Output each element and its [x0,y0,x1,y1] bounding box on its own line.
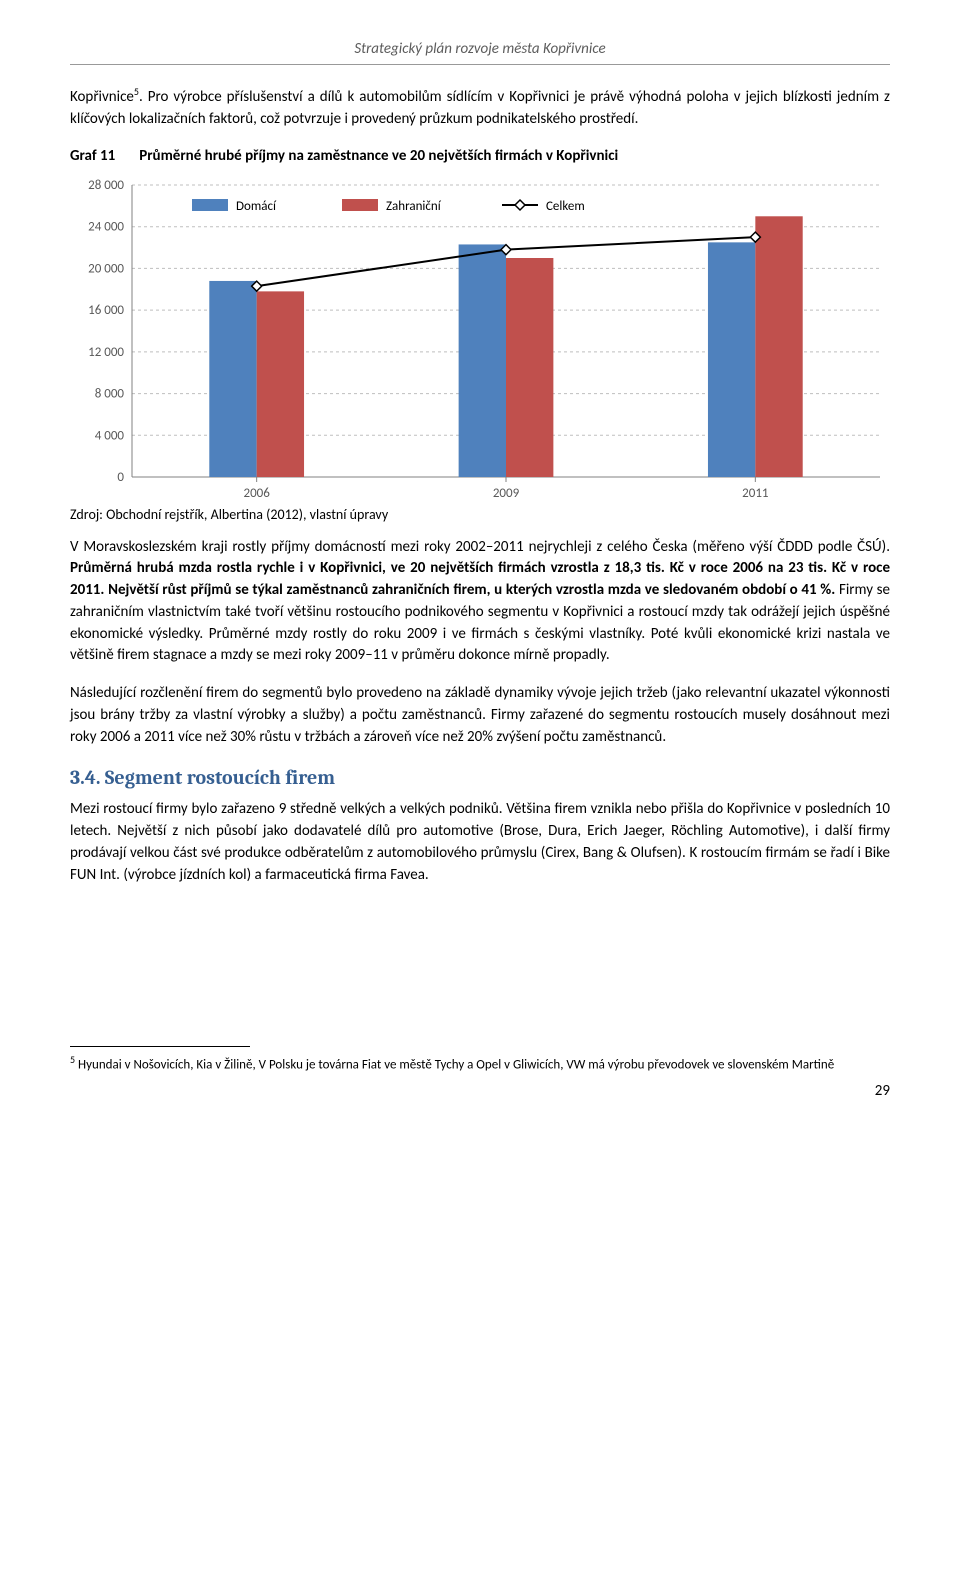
paragraph-3: Následující rozčlenění firem do segmentů… [70,683,890,748]
figure-caption: Graf 11 Průměrné hrubé příjmy na zaměstn… [70,147,890,165]
svg-text:8 000: 8 000 [95,386,125,401]
text: Kopřivnice [70,88,134,106]
paragraph-intro: Kopřivnice5. Pro výrobce příslušenství a… [70,85,890,131]
svg-text:4 000: 4 000 [95,428,125,443]
paragraph-2: V Moravskoslezském kraji rostly příjmy d… [70,537,890,668]
text: V Moravskoslezském kraji rostly příjmy d… [70,538,890,556]
footnote-separator [70,1046,250,1047]
text-bold: Průměrná hrubá mzda rostla rychle i v Ko… [70,559,890,599]
figure-title: Průměrné hrubé příjmy na zaměstnance ve … [139,147,618,165]
svg-text:Celkem: Celkem [546,199,585,214]
chart-svg: 0 4 000 8 000 12 000 16 000 20 000 24 000 28 00… [70,175,890,505]
chart: 0 4 000 8 000 12 000 16 000 20 000 24 000 28 00… [70,175,890,510]
svg-text:2006: 2006 [243,486,270,501]
page: Strategický plán rozvoje města Kopřivnic… [0,0,960,1130]
section-number: 3.4. [70,766,100,789]
footnote: 5 Hyundai v Nošovicích, Kia v Žilině, V … [70,1053,890,1074]
svg-text:24 000: 24 000 [88,219,124,234]
svg-text:2009: 2009 [493,486,520,501]
section-heading: 3.4. Segment rostoucích firem [70,766,890,789]
svg-text:0: 0 [117,470,124,485]
svg-text:12 000: 12 000 [88,344,124,359]
svg-text:Domácí: Domácí [236,199,277,214]
running-header: Strategický plán rozvoje města Kopřivnic… [70,40,890,65]
svg-text:28 000: 28 000 [88,178,124,193]
svg-text:2011: 2011 [742,486,768,501]
footnote-text: Hyundai v Nošovicích, Kia v Žilině, V Po… [75,1058,834,1073]
section-title: Segment rostoucích firem [105,766,335,789]
page-number: 29 [70,1082,890,1100]
text: . Pro výrobce příslušenství a dílů k aut… [70,88,890,128]
paragraph-4: Mezi rostoucí firmy bylo zařazeno 9 stře… [70,799,890,886]
svg-text:Zahraniční: Zahraniční [386,199,442,214]
figure-label: Graf 11 [70,147,115,165]
svg-text:20 000: 20 000 [88,261,124,276]
svg-text:16 000: 16 000 [88,303,124,318]
